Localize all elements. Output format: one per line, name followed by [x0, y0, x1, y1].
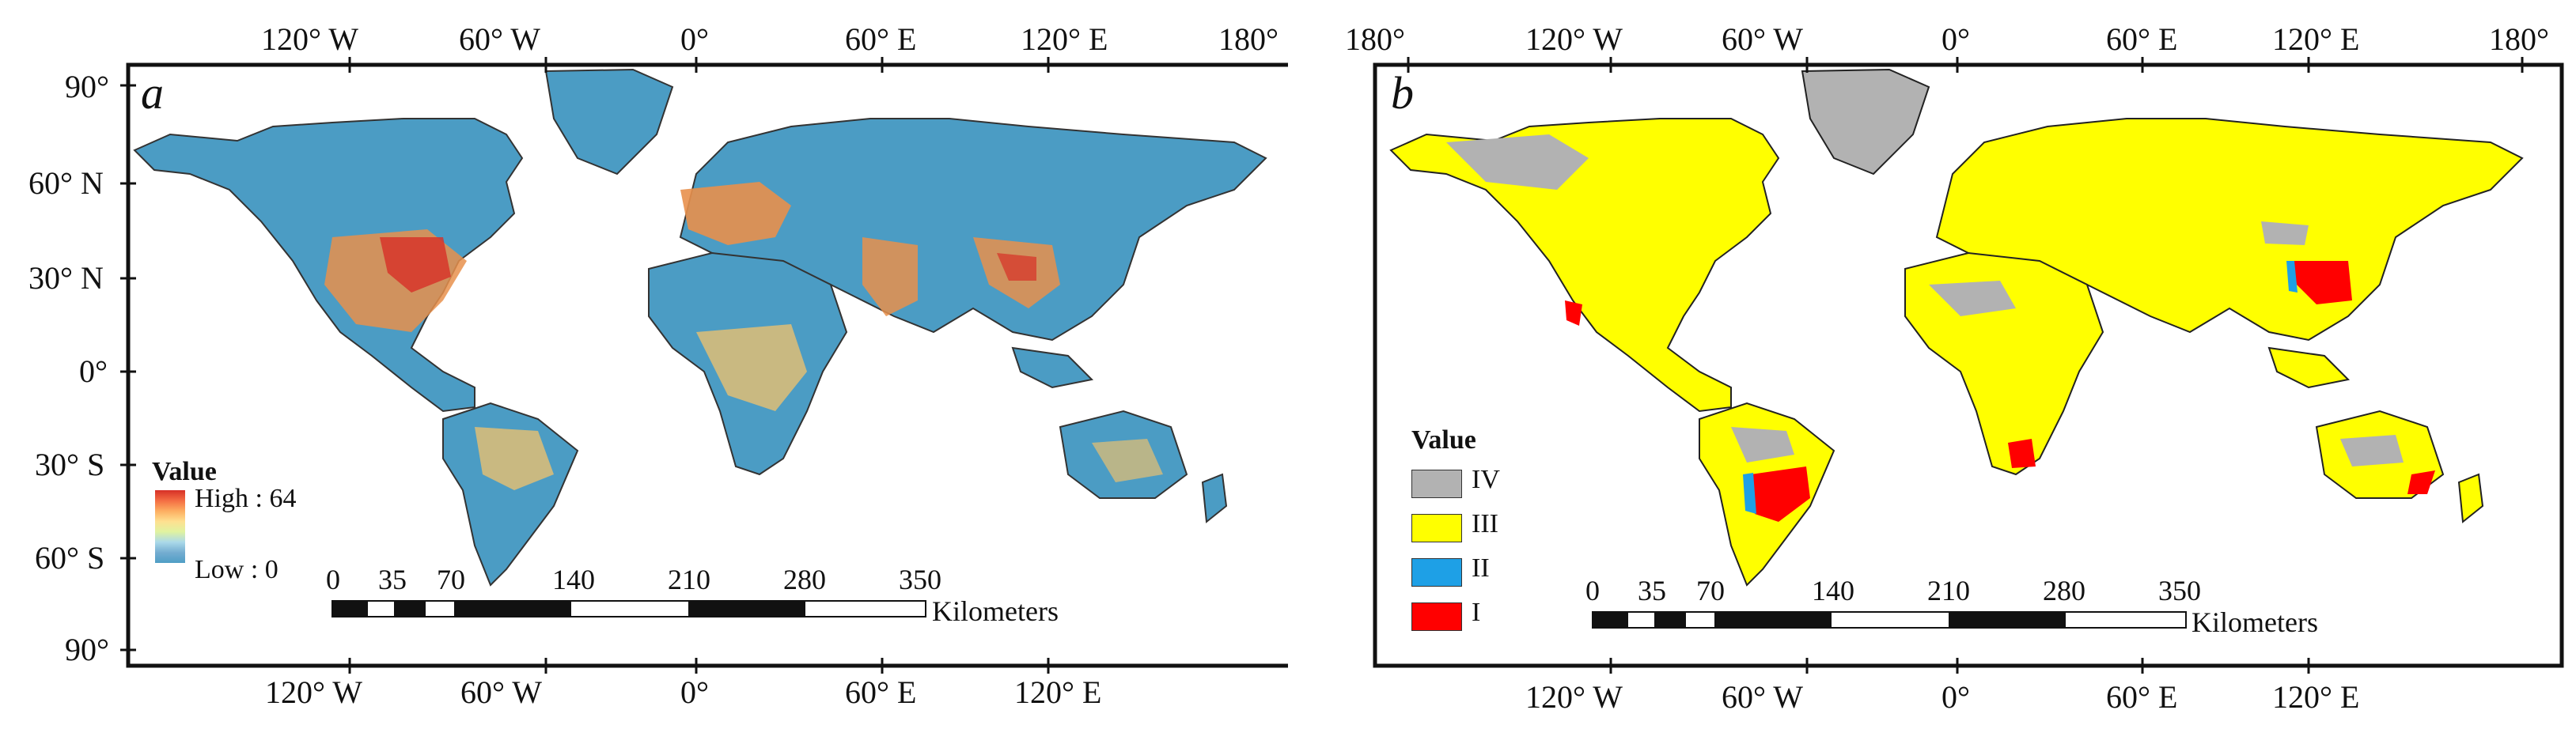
- scale-tick-label: 140: [1812, 575, 1854, 606]
- legend-high-label: High : 64: [195, 484, 297, 513]
- australia-warm-a: [1092, 439, 1163, 482]
- indonesia-a: [1011, 346, 1094, 389]
- scale-bar-a: [331, 600, 926, 617]
- lon-top-label: 0°: [1941, 21, 1970, 57]
- scale-tick-label: 0: [326, 564, 340, 595]
- lon-top-label: 180°: [1218, 21, 1279, 57]
- scale-tick-label: 280: [783, 564, 826, 595]
- lon-bottom-label: 60° E: [845, 674, 917, 710]
- lon-top-label: 60° E: [2106, 21, 2178, 57]
- lon-bottom-label: 120° E: [1014, 674, 1102, 710]
- lat-label: 90°: [65, 632, 109, 667]
- eurasia-b: [1935, 118, 2524, 342]
- scale-tick-label: 70: [437, 564, 465, 595]
- legend-class-label: I: [1472, 598, 1481, 627]
- australia-red-b: [2407, 470, 2435, 494]
- china-blue-b: [2286, 261, 2298, 293]
- scale-tick-label: 210: [668, 564, 710, 595]
- world-land-b: [1389, 68, 2524, 587]
- indonesia-b: [2267, 346, 2351, 389]
- north-america-b: [1389, 118, 1780, 413]
- africa-warm-a: [696, 324, 807, 411]
- china-hot-a: [997, 253, 1036, 281]
- legend-swatch-iii: [1411, 514, 1462, 542]
- map-panel-a: a 120° W 60° W 0° 60° E 120° E 180° 120°…: [28, 21, 1288, 710]
- mexico-red-b: [1565, 300, 1582, 326]
- amazon-grey-b: [1731, 427, 1794, 463]
- eurasia-a: [679, 118, 1267, 342]
- sahara-grey-b: [1929, 281, 2016, 316]
- legend-class-label: IV: [1472, 465, 1500, 494]
- lon-bottom-label: 60° W: [460, 674, 543, 710]
- lat-label: 90°: [65, 69, 109, 104]
- map-a-canvas: [120, 57, 1288, 674]
- lon-bottom-label: 120° W: [1525, 679, 1623, 715]
- south-america-blue-b: [1743, 473, 1756, 514]
- panel-b-label: b: [1391, 67, 1414, 119]
- map-b-canvas: [1373, 57, 2564, 674]
- scale-unit-label: Kilometers: [932, 595, 1059, 627]
- usa-hot-a: [380, 237, 451, 293]
- india-warm-a: [862, 237, 918, 316]
- lon-top-label: 180°: [2489, 21, 2549, 57]
- lon-top-label: 120° W: [1525, 21, 1623, 57]
- lon-bottom-label: 0°: [680, 674, 709, 710]
- lat-label: 0°: [79, 353, 108, 389]
- lat-label: 60° N: [28, 165, 104, 201]
- scale-bar-b: [1592, 611, 2187, 629]
- lon-top-label: 120° E: [1021, 21, 1108, 57]
- lon-top-label: 0°: [680, 21, 709, 57]
- lat-label: 30° S: [35, 447, 105, 482]
- legend-class-label: II: [1472, 553, 1490, 583]
- legend-title-b: Value: [1411, 425, 1476, 455]
- south-africa-red-b: [2008, 439, 2036, 468]
- new-zealand-a: [1201, 473, 1228, 523]
- legend-swatch-ii: [1411, 558, 1462, 587]
- amazon-a: [475, 427, 554, 490]
- legend-swatch-iv: [1411, 470, 1462, 498]
- tibet-grey-b: [2261, 221, 2309, 245]
- legend-swatch-i: [1411, 602, 1462, 631]
- lat-label: 30° N: [28, 260, 104, 296]
- scale-tick-label: 350: [2158, 575, 2201, 606]
- scale-tick-label: 280: [2043, 575, 2085, 606]
- panel-a-label: a: [141, 67, 164, 119]
- canada-grey-b: [1446, 134, 1589, 190]
- lon-top-label: 120° E: [2272, 21, 2360, 57]
- legend-title-a: Value: [152, 457, 217, 486]
- china-red-b: [2293, 261, 2352, 304]
- scale-tick-label: 0: [1585, 575, 1600, 606]
- legend-class-label: III: [1472, 509, 1498, 538]
- lon-top-label: 60° W: [1722, 21, 1804, 57]
- lon-bottom-label: 120° W: [265, 674, 363, 710]
- lat-label: 60° S: [35, 540, 105, 576]
- australia-grey-b: [2340, 435, 2404, 466]
- scale-tick-label: 350: [899, 564, 941, 595]
- lon-top-label: 120° W: [261, 21, 359, 57]
- legend-color-ramp: [155, 490, 185, 563]
- greenland-b: [1801, 68, 1930, 176]
- axis-ticks-a: [120, 57, 1050, 674]
- lon-top-label: 180°: [1345, 21, 1405, 57]
- lon-bottom-label: 60° W: [1722, 679, 1804, 715]
- scale-tick-label: 70: [1696, 575, 1725, 606]
- map-panel-b: b 180° 120° W 60° W 0° 60° E 120° E 180°…: [1288, 0, 2576, 744]
- scale-unit-label: Kilometers: [2191, 606, 2318, 638]
- scale-tick-label: 210: [1927, 575, 1970, 606]
- world-land-a: [133, 68, 1267, 587]
- scale-tick-label: 140: [552, 564, 595, 595]
- lon-bottom-label: 120° E: [2272, 679, 2360, 715]
- greenland-a: [544, 68, 674, 176]
- lon-top-label: 60° E: [845, 21, 917, 57]
- new-zealand-b: [2457, 473, 2484, 523]
- south-america-red-b: [1751, 466, 1810, 522]
- europe-warm-a: [680, 182, 791, 245]
- scale-tick-label: 35: [1638, 575, 1666, 606]
- axis-ticks-b: [1407, 57, 2524, 674]
- scale-tick-label: 35: [378, 564, 407, 595]
- lon-bottom-label: 0°: [1941, 679, 1970, 715]
- lon-top-label: 60° W: [459, 21, 541, 57]
- legend-low-label: Low : 0: [195, 555, 278, 584]
- lon-bottom-label: 60° E: [2106, 679, 2178, 715]
